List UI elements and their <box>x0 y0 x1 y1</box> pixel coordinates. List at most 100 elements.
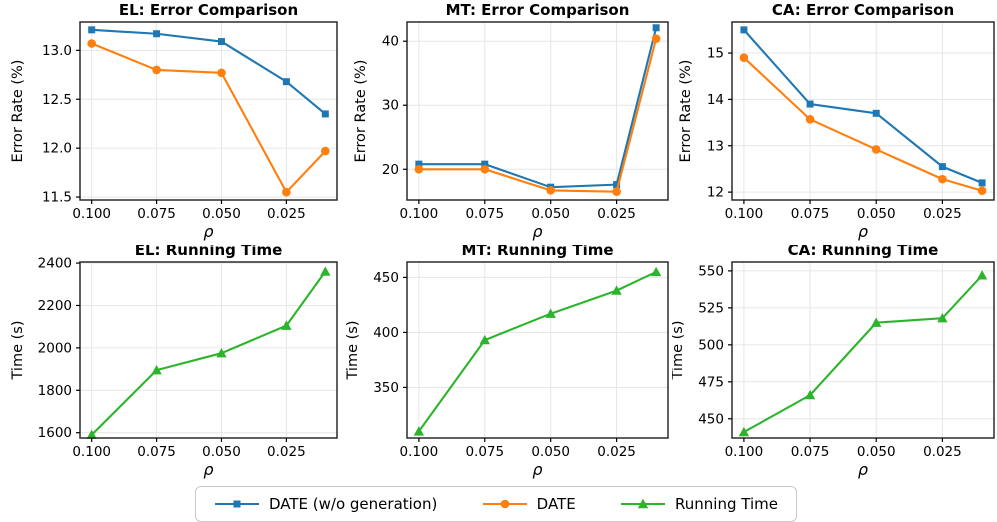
gridlines <box>732 262 994 438</box>
y-axis-label: Error Rate (%) <box>353 60 369 163</box>
triangle-marker-icon <box>413 426 425 436</box>
x-tick-label: 0.100 <box>72 444 111 460</box>
x-tick-label: 0.025 <box>267 444 306 460</box>
x-tick-label: 0.075 <box>465 444 504 460</box>
circle-marker-icon <box>482 499 527 509</box>
x-tick-label: 0.100 <box>725 206 764 222</box>
tick-marks <box>403 40 618 204</box>
subplot-ca-error: 0.100 0.075 0.050 0.025 12 13 14 15 CA: Error Co… <box>678 1 995 241</box>
y-tick-label: 11.5 <box>42 190 72 206</box>
series-markers-running-time <box>413 266 662 436</box>
circle-marker-icon <box>871 145 881 154</box>
y-tick-label: 2000 <box>38 340 72 356</box>
square-marker-icon <box>88 26 96 34</box>
x-axis-label: ρ <box>858 222 868 241</box>
plot-border <box>731 21 995 201</box>
y-tick-label: 500 <box>698 337 724 353</box>
subplot-el-time: 0.100 0.075 0.050 0.025 1600 1800 2000 2200 2400… <box>10 245 338 479</box>
tick-marks <box>728 52 943 204</box>
tick-marks <box>76 49 287 204</box>
y-tick-label: 40 <box>382 34 399 50</box>
x-tick-label: 0.100 <box>72 206 111 222</box>
y-axis-label: Time (s) <box>10 321 26 381</box>
plot-border <box>79 261 338 439</box>
triangle-marker-icon <box>637 498 649 509</box>
chart-title: MT: Error Comparison <box>446 1 630 19</box>
x-tick-label: 0.075 <box>791 444 830 460</box>
triangle-marker-icon <box>320 266 331 276</box>
square-marker-icon <box>652 24 660 32</box>
y-tick-label: 350 <box>373 380 399 396</box>
square-marker-icon <box>321 110 329 118</box>
circle-marker-icon <box>739 53 749 62</box>
series-markers-date-w-o-generation <box>740 26 986 187</box>
x-tick-label: 0.050 <box>531 206 570 222</box>
legend: DATE (w/o generation) DATE Running Time <box>195 486 797 522</box>
subplot-mt-time: 0.100 0.075 0.050 0.025 350 400 450 MT: Running… <box>345 245 669 479</box>
tick-marks <box>403 276 618 442</box>
square-marker-icon <box>233 500 241 508</box>
square-marker-icon <box>415 160 423 168</box>
legend-label: DATE <box>536 495 576 513</box>
circle-marker-icon <box>414 164 424 174</box>
triangle-marker-icon <box>804 389 816 400</box>
x-tick-label: 0.100 <box>400 444 439 460</box>
x-tick-label: 0.075 <box>137 444 176 460</box>
x-axis-label: ρ <box>532 460 542 479</box>
x-tick-label: 0.075 <box>791 206 830 222</box>
y-tick-label: 2400 <box>38 256 72 272</box>
y-tick-label: 12.5 <box>42 92 72 108</box>
gridlines <box>732 22 994 200</box>
square-marker-icon <box>217 38 225 46</box>
circle-marker-icon <box>977 186 987 196</box>
y-tick-label: 1800 <box>38 383 72 399</box>
y-tick-label: 13.0 <box>42 43 72 59</box>
legend-label: DATE (w/o generation) <box>269 495 438 513</box>
circle-marker-icon <box>282 187 291 197</box>
plot-border <box>731 261 995 439</box>
x-tick-label: 0.025 <box>597 206 636 222</box>
legend-item-date-w-o-generation: DATE (w/o generation) <box>214 495 437 513</box>
x-tick-label: 0.100 <box>725 444 764 460</box>
legend-label: Running Time <box>675 495 778 513</box>
square-marker-icon <box>481 160 489 168</box>
y-tick-label: 550 <box>698 263 724 279</box>
legend-item-running-time: Running Time <box>620 495 778 513</box>
square-marker-icon <box>806 100 814 108</box>
triangle-marker-icon <box>611 285 622 295</box>
x-tick-label: 0.025 <box>267 206 306 222</box>
circle-marker-icon <box>87 39 96 48</box>
y-tick-label: 12.0 <box>42 141 72 157</box>
triangle-marker-icon <box>545 308 556 318</box>
circle-marker-icon <box>500 499 509 509</box>
triangle-marker-icon <box>281 320 292 330</box>
chart-title: CA: Running Time <box>788 245 939 259</box>
chart-title: EL: Running Time <box>135 245 283 259</box>
legend-item-date: DATE <box>482 495 576 513</box>
square-marker-icon <box>153 30 161 38</box>
triangle-marker-icon <box>216 347 227 358</box>
y-tick-label: 450 <box>698 411 724 427</box>
x-axis-label: ρ <box>858 460 868 479</box>
y-tick-label: 1600 <box>38 425 72 441</box>
y-axis-label: Error Rate (%) <box>10 60 26 163</box>
circle-marker-icon <box>938 174 947 184</box>
square-marker-icon <box>978 179 986 187</box>
series-markers-date <box>414 34 661 196</box>
x-tick-label: 0.050 <box>531 444 570 460</box>
x-tick-label: 0.050 <box>857 206 896 222</box>
x-axis-label: ρ <box>532 222 542 241</box>
series-markers-date-w-o-generation <box>88 26 329 118</box>
x-tick-label: 0.100 <box>400 206 439 222</box>
series-markers-running-time <box>738 270 988 437</box>
y-tick-label: 15 <box>707 46 724 62</box>
circle-marker-icon <box>651 34 661 43</box>
x-axis-label: ρ <box>203 222 213 241</box>
y-tick-label: 450 <box>373 270 399 286</box>
y-tick-label: 13 <box>707 138 724 154</box>
x-tick-label: 0.075 <box>465 206 504 222</box>
y-tick-label: 14 <box>707 92 724 108</box>
plot-border <box>406 21 669 201</box>
series-markers-date <box>739 53 987 196</box>
